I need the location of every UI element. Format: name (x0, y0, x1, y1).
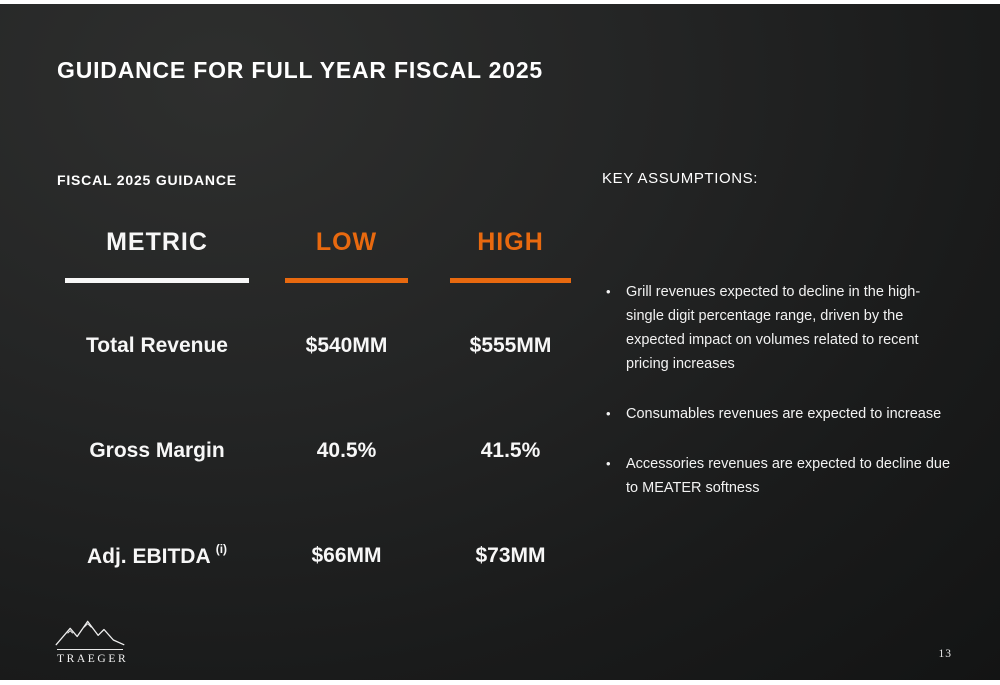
slide-title: GUIDANCE FOR FULL YEAR FISCAL 2025 (57, 57, 543, 83)
high-underline (450, 278, 571, 283)
guidance-heading: FISCAL 2025 GUIDANCE (57, 172, 237, 188)
metric-underline (65, 278, 249, 283)
assumption-bullet-grill: Grill revenues expected to decline in th… (602, 280, 958, 376)
low-column: LOW $540MM 40.5% $66MM (285, 228, 408, 648)
metric-column: METRIC Total Revenue Gross Margin Adj. E… (65, 228, 249, 648)
bottom-border (0, 680, 1000, 685)
mountain-logo-icon (55, 618, 125, 648)
metric-cell-gross-margin: Gross Margin (89, 439, 225, 462)
traeger-logo: TRAEGER (55, 618, 129, 665)
assumption-bullet-accessories: Accessories revenues are expected to dec… (602, 452, 958, 500)
footnote-marker: (i) (215, 542, 228, 556)
metric-cell-adj-ebitda: Adj. EBITDA (i) (55, 542, 259, 569)
low-cell-adj-ebitda: $66MM (311, 544, 382, 567)
assumptions-list: Grill revenues expected to decline in th… (602, 280, 958, 526)
brand-wordmark: TRAEGER (57, 653, 129, 665)
high-cell-gross-margin: 41.5% (480, 439, 541, 462)
high-cell-total-revenue: $555MM (469, 334, 552, 357)
low-column-header: LOW (315, 228, 378, 256)
metric-cell-total-revenue: Total Revenue (86, 334, 228, 357)
adj-ebitda-label: Adj. EBITDA (86, 545, 210, 568)
high-column-header: HIGH (477, 228, 544, 256)
low-cell-gross-margin: 40.5% (316, 439, 377, 462)
low-cell-total-revenue: $540MM (305, 334, 388, 357)
page-number: 13 (938, 648, 952, 660)
metric-column-header: METRIC (106, 228, 208, 256)
assumption-bullet-consumables: Consumables revenues are expected to inc… (602, 402, 958, 426)
top-border (0, 0, 1000, 4)
assumptions-heading: KEY ASSUMPTIONS: (602, 170, 759, 187)
high-column: HIGH $555MM 41.5% $73MM (450, 228, 571, 648)
low-underline (285, 278, 408, 283)
high-cell-adj-ebitda: $73MM (475, 544, 546, 567)
logo-divider (57, 649, 123, 650)
